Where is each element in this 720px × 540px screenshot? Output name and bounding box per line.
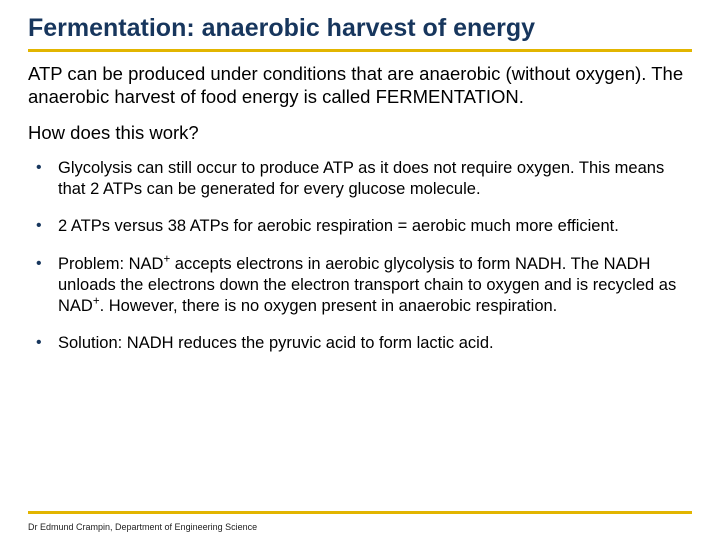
slide-title: Fermentation: anaerobic harvest of energ… <box>28 14 692 52</box>
list-item: 2 ATPs versus 38 ATPs for aerobic respir… <box>28 216 692 237</box>
list-item: Solution: NADH reduces the pyruvic acid … <box>28 333 692 354</box>
list-item: Problem: NAD+ accepts electrons in aerob… <box>28 254 692 317</box>
bullet-list: Glycolysis can still occur to produce AT… <box>28 158 692 354</box>
slide-body: Fermentation: anaerobic harvest of energ… <box>0 0 720 354</box>
footer-text: Dr Edmund Crampin, Department of Enginee… <box>28 522 257 532</box>
footer-divider <box>28 511 692 514</box>
intro-paragraph: ATP can be produced under conditions tha… <box>28 62 692 108</box>
list-item: Glycolysis can still occur to produce AT… <box>28 158 692 200</box>
question-text: How does this work? <box>28 122 692 144</box>
